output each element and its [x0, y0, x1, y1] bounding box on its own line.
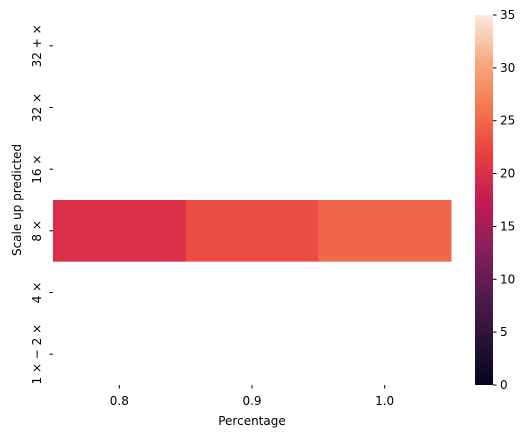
y-tick-label-3: 8 × [30, 220, 44, 242]
x-tick-label-1: 0.9 [242, 394, 261, 408]
colorbar-tick-label-7: 35 [500, 8, 515, 22]
y-tick-label-1: 32 × [30, 93, 44, 122]
heatmap-cell-0 [53, 200, 187, 262]
y-axis-ticks: 32 + × 32 × 16 × 8 × 4 × 1 × − 2 × [30, 24, 53, 385]
x-axis-label: Percentage [218, 414, 286, 428]
colorbar-tick-label-1: 5 [500, 325, 508, 339]
colorbar-tick-label-6: 30 [500, 61, 515, 75]
colorbar-gradient [475, 15, 493, 385]
y-tick-label-0: 32 + × [30, 24, 44, 67]
x-tick-label-0: 0.8 [110, 394, 129, 408]
y-tick-label-2: 16 × [30, 155, 44, 184]
heatmap-cell-2 [318, 200, 452, 262]
colorbar: 0 5 10 15 20 25 30 35 [475, 8, 515, 392]
y-tick-label-5: 1 × − 2 × [30, 324, 44, 385]
y-axis-label: Scale up predicted [10, 144, 24, 256]
colorbar-tick-label-3: 15 [500, 219, 515, 233]
colorbar-tick-label-5: 25 [500, 114, 515, 128]
x-axis-ticks: 0.8 0.9 1.0 [110, 385, 394, 408]
x-tick-label-2: 1.0 [375, 394, 394, 408]
y-tick-label-4: 4 × [30, 282, 44, 304]
heatmap-cell-1 [185, 200, 319, 262]
colorbar-tick-label-0: 0 [500, 378, 508, 392]
colorbar-tick-label-2: 10 [500, 272, 515, 286]
colorbar-ticks: 0 5 10 15 20 25 30 35 [493, 8, 515, 392]
colorbar-tick-label-4: 20 [500, 167, 515, 181]
heatmap-cells [53, 200, 452, 262]
